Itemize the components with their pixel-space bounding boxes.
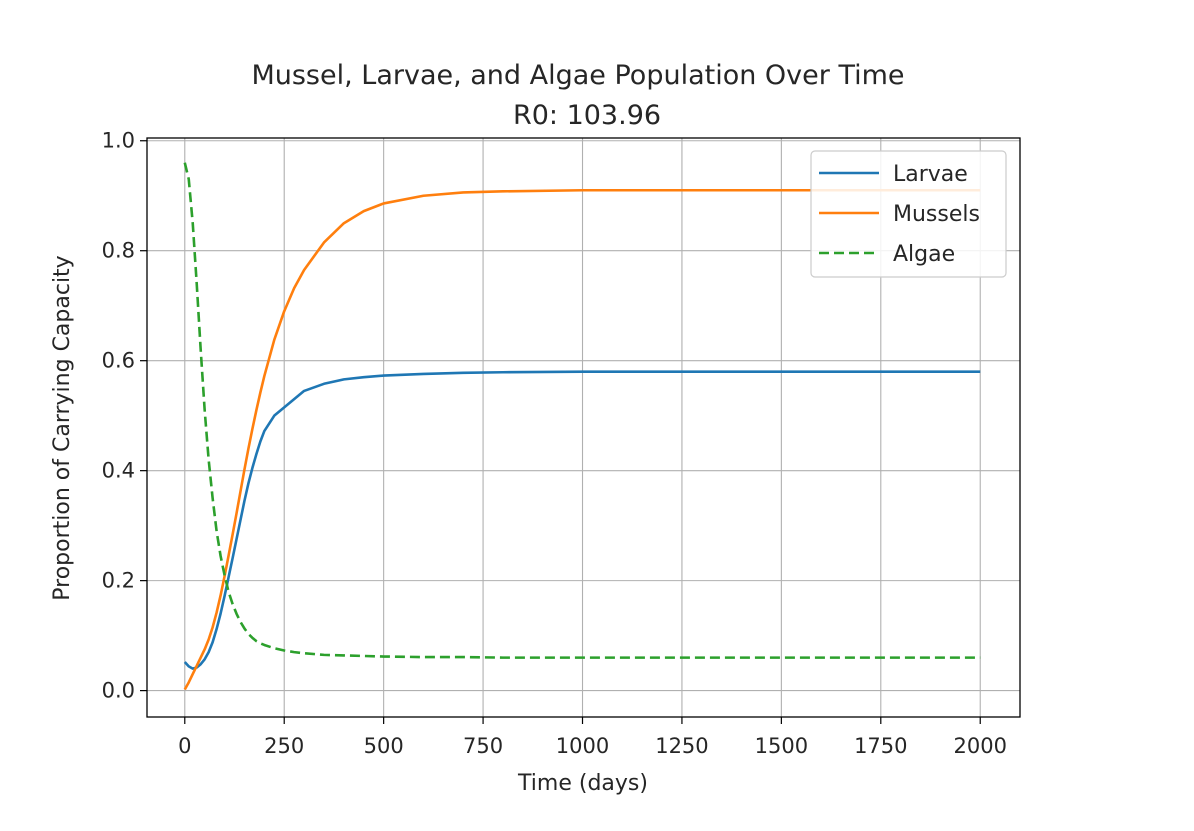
legend-box — [810, 150, 1007, 278]
y-tick-label: 0.0 — [102, 679, 135, 703]
x-tick-label: 1250 — [655, 734, 708, 758]
chart-subtitle: R0: 103.96 — [513, 100, 661, 131]
x-tick-label: 750 — [463, 734, 503, 758]
axis-ticks: 0 250 500 750 1000 1250 1500 1750 2000 0.0 0.2 0.4 0… — [102, 129, 1007, 758]
y-tick-label: 0.6 — [102, 349, 135, 373]
legend-label-algae: Algae — [893, 242, 955, 267]
legend-label-larvae: Larvae — [893, 162, 968, 187]
x-tick-label: 1750 — [854, 734, 907, 758]
y-tick-label: 1.0 — [102, 129, 135, 153]
x-axis-label: Time (days) — [517, 771, 648, 796]
x-tick-label: 1500 — [755, 734, 808, 758]
legend: Larvae Mussels Algae — [810, 150, 1007, 278]
series-line-algae — [183, 162, 981, 659]
y-tick-label: 0.4 — [102, 459, 135, 483]
series-line-larvae — [183, 370, 981, 670]
chart-title: Mussel, Larvae, and Algae Population Ove… — [251, 60, 904, 91]
y-tick-label: 0.8 — [102, 239, 135, 263]
series-lines — [183, 162, 981, 691]
y-axis-label: Proportion of Carrying Capacity — [50, 255, 75, 600]
y-tick-label: 0.2 — [102, 569, 135, 593]
x-tick-label: 250 — [264, 734, 304, 758]
x-tick-label: 500 — [364, 734, 404, 758]
legend-label-mussels: Mussels — [893, 202, 980, 227]
x-tick-label: 0 — [178, 734, 191, 758]
x-tick-label: 1000 — [556, 734, 609, 758]
plot-frame — [146, 137, 1021, 718]
x-tick-label: 2000 — [954, 734, 1007, 758]
series-line-mussels — [183, 188, 981, 691]
